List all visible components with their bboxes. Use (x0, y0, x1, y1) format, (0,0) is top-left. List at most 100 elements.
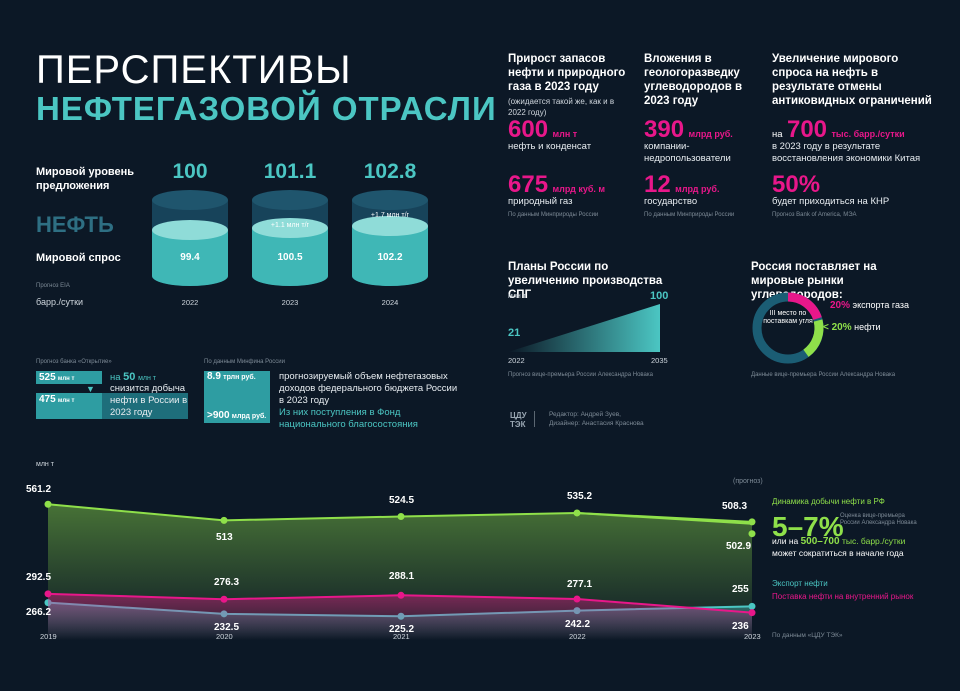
demand-growth-pre: на (772, 129, 783, 140)
drop-pre: на (110, 372, 121, 383)
donut-center: III место по поставкам угля (763, 310, 813, 325)
logo-divider (534, 411, 545, 427)
budget-text1: прогнозируемый объем нефтегазовых доходо… (279, 371, 458, 406)
label-production-2023: 508.3 (722, 500, 748, 512)
point-production-alt-2023 (748, 530, 756, 538)
decline-unit: тыс. барр./сутки (841, 536, 906, 546)
legend-export: Экспорт нефти (772, 579, 828, 588)
supply-value: 101.1 (263, 160, 317, 183)
china-share-desc: будет приходиться на КНР (772, 196, 890, 207)
reserves-oil-value: 600 (508, 116, 549, 143)
exports-gas: 20% экспорта газа (830, 300, 909, 311)
demand-label: Мировой спрос (36, 252, 121, 264)
label-domestic-2021: 288.1 (389, 571, 415, 583)
budget-v1-value: 8.9 (207, 371, 221, 382)
investments-state-desc: государство (644, 196, 698, 207)
gas-arc (752, 292, 824, 364)
exports-source: Данные вице-премьера России Александра Н… (751, 372, 896, 378)
drop-to-value: 475 (39, 394, 56, 405)
drop-from: 525 млн т (39, 372, 74, 383)
investments-title: Вложения в геологоразведку углеводородов… (644, 53, 743, 107)
investments-source: По данным Минприроды России (644, 212, 735, 218)
investments-state-value: 12 (644, 171, 671, 198)
exports-oil: < 20% нефти (823, 322, 881, 333)
point-domestic-2022 (573, 595, 581, 603)
credits-editor: Редактор: Андрей Зуев, (549, 411, 621, 418)
budget-bar-2 (204, 384, 270, 397)
reserves-oil-unit: млн т (552, 129, 578, 139)
decline-source: Оценка вице-премьера России Александра Н… (840, 513, 917, 526)
budget-v2-unit: млрд руб. (231, 413, 267, 420)
area-domestic (48, 593, 752, 640)
decline-range-line: или на 500–700 тыс. барр./сутки (772, 536, 905, 547)
label-export-2023: 255 (732, 584, 749, 596)
budget-text2: Из них поступления в Фонд национального … (279, 407, 418, 430)
drop-line: на 50 млн т (110, 371, 156, 383)
point-domestic-2021 (397, 591, 405, 599)
lng-unit: млн т (508, 293, 526, 300)
x-tick-2023: 2023 (744, 632, 761, 641)
legend-domestic: Поставка нефти на внутренний рынок (772, 592, 914, 601)
label-domestic-2019: 292.5 (26, 571, 52, 583)
reserves-oil: 600 млн т (508, 116, 577, 144)
cylinder-shape (252, 190, 328, 286)
drop-to: 475 млн т (39, 394, 74, 405)
china-share-value: 50% (772, 171, 821, 198)
drop-bar-ext-2 (102, 406, 188, 419)
drop-to-unit: млн т (57, 398, 75, 404)
supply-value: 102.8 (363, 160, 417, 183)
point-domestic-2020 (220, 595, 228, 603)
forecast-label: (прогноз) (733, 478, 763, 485)
title-line2: НЕФТЕГАЗОВОЙ ОТРАСЛИ (36, 90, 497, 127)
label-domestic-2023: 236 (732, 620, 749, 632)
oil-arc (752, 292, 824, 364)
label-domestic-2020: 276.3 (214, 577, 240, 589)
reserves-gas-unit: млрд куб. м (552, 184, 606, 194)
demand-growth-unit: тыс. барр./сутки (831, 129, 905, 139)
label-domestic-2022: 277.1 (567, 578, 593, 590)
demand-growth-value: 700 (786, 116, 828, 143)
point-production-2020 (220, 516, 228, 524)
investments-state: 12 млрд руб. (644, 171, 719, 199)
demand-growth-desc: в 2023 году в результате восстановления … (772, 141, 921, 164)
drop-text: снизится добыча нефти в России в 2023 го… (110, 383, 188, 418)
budget-bar-3 (204, 397, 270, 410)
demand-value: 100.5 (277, 252, 303, 263)
label-production-2019: 561.2 (26, 484, 52, 496)
lng-end-year: 2035 (651, 356, 668, 365)
decline-pre: или на (772, 536, 799, 546)
drop-value: 50 (123, 371, 136, 383)
investments-companies: 390 млрд руб. (644, 116, 733, 144)
lng-start-year: 2022 (508, 356, 525, 365)
label-export-2019: 266.2 (26, 606, 52, 618)
demand-value: 102.2 (377, 252, 403, 263)
budget-bar-4 (204, 410, 270, 423)
point-production-2021 (397, 513, 405, 521)
oil-label: НЕФТЬ (36, 212, 114, 237)
decline-range: 500–700 (800, 536, 840, 547)
label-export-2021: 225.2 (389, 624, 415, 636)
drop-from-value: 525 (39, 372, 56, 383)
line-production-alt (576, 511, 753, 525)
drop-to-bar (36, 393, 102, 406)
year-label: 2024 (381, 298, 399, 307)
exports-donut (752, 292, 824, 364)
reserves-gas-value: 675 (508, 171, 549, 198)
supply-value: 100 (172, 160, 208, 183)
demand-growth-source: Прогноз Bank of America, МЭА (772, 212, 857, 218)
drop-from-unit: млн т (57, 376, 75, 382)
legend-production: Динамика добычи нефти в РФ (772, 497, 885, 506)
investments-companies-unit: млрд руб. (688, 129, 733, 139)
point-export-2023 (748, 602, 756, 610)
lng-start-value: 21 (508, 327, 521, 339)
reserves-gas-desc: природный газ (508, 196, 573, 207)
label-production-alt-2023: 502.9 (726, 540, 752, 552)
demand-value: 99.4 (180, 252, 200, 263)
lng-wedge (508, 304, 660, 352)
delta-label: +1.7 млн т/г (370, 212, 410, 219)
point-domestic-2023 (748, 609, 756, 617)
supply-unit: барр./сутки (36, 297, 84, 307)
label-production-2021: 524.5 (389, 494, 415, 506)
supply-label: Мировой уровень предложения (36, 166, 135, 192)
